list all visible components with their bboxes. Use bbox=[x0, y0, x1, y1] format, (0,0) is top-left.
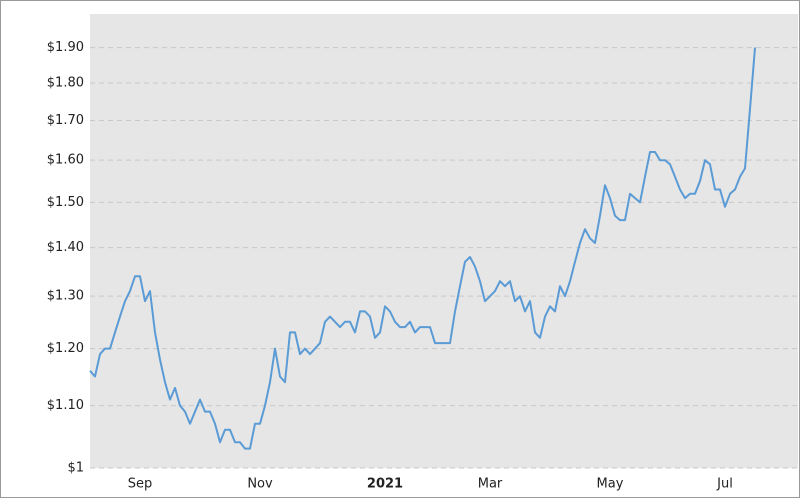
x-tick-label: Mar bbox=[478, 477, 503, 492]
y-tick-label: $1.60 bbox=[47, 153, 84, 168]
price-line bbox=[89, 47, 756, 450]
y-tick-label: $1.90 bbox=[47, 40, 84, 55]
x-tick-label: Nov bbox=[247, 477, 273, 492]
y-tick-label: $1.80 bbox=[47, 76, 84, 91]
plot-area bbox=[90, 14, 798, 468]
y-tick-label: $1.50 bbox=[47, 195, 84, 210]
x-tick-label: May bbox=[597, 477, 624, 492]
y-tick-label: $1.20 bbox=[47, 341, 84, 356]
y-tick-label: $1.40 bbox=[47, 240, 84, 255]
y-tick-label: $1 bbox=[67, 461, 84, 476]
y-tick-label: $1.30 bbox=[47, 289, 84, 304]
x-tick-label: Sep bbox=[128, 477, 153, 492]
y-tick-label: $1.70 bbox=[47, 113, 84, 128]
x-tick-label: Jul bbox=[716, 477, 733, 492]
y-tick-label: $1.10 bbox=[47, 398, 84, 413]
x-tick-label: 2021 bbox=[367, 477, 403, 492]
